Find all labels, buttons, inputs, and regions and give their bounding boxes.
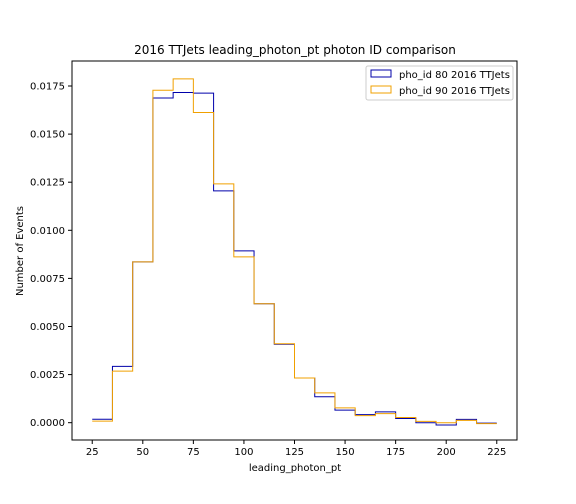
y-axis: 0.0000 0.0025 0.0050 0.0075 0.0100 0.0125 0.01… <box>30 82 72 429</box>
y-axis-label: Number of Events <box>15 206 26 296</box>
plot-area <box>92 78 497 426</box>
legend-swatch-pho-id-90 <box>370 85 392 94</box>
x-tick-label: 125 <box>285 447 304 458</box>
x-axis-label: leading_photon_pt <box>249 463 341 474</box>
x-tick-label: 200 <box>437 447 456 458</box>
x-axis: 25 50 75 100 125 150 175 200 225 <box>86 440 506 458</box>
y-tick-label: 0.0050 <box>30 322 65 333</box>
x-tick-label: 25 <box>86 447 99 458</box>
legend-box <box>365 65 514 101</box>
x-tick-label: 175 <box>386 447 405 458</box>
x-tick-label: 50 <box>136 447 149 458</box>
legend-label-pho-id-80: pho_id 80 2016 TTJets <box>399 70 510 81</box>
x-tick-label: 150 <box>336 447 355 458</box>
y-tick-label: 0.0175 <box>30 82 65 93</box>
legend: pho_id 80 2016 TTJets pho_id 90 2016 TTJ… <box>365 65 514 101</box>
y-tick-label: 0.0150 <box>30 130 65 141</box>
x-tick-label: 100 <box>234 447 253 458</box>
series-pho-id-90-step-line <box>92 78 497 425</box>
x-tick-label: 75 <box>187 447 200 458</box>
legend-swatch-pho-id-80 <box>370 69 392 78</box>
plot-frame <box>71 60 518 441</box>
y-tick-label: 0.0125 <box>30 178 65 189</box>
chart-title: 2016 TTJets leading_photon_pt photon ID … <box>134 43 456 57</box>
y-tick-label: 0.0025 <box>30 370 65 381</box>
y-tick-label: 0.0075 <box>30 274 65 285</box>
x-tick-label: 225 <box>487 447 506 458</box>
y-tick-label: 0.0000 <box>30 418 65 429</box>
y-tick-label: 0.0100 <box>30 226 65 237</box>
legend-label-pho-id-90: pho_id 90 2016 TTJets <box>399 86 510 97</box>
